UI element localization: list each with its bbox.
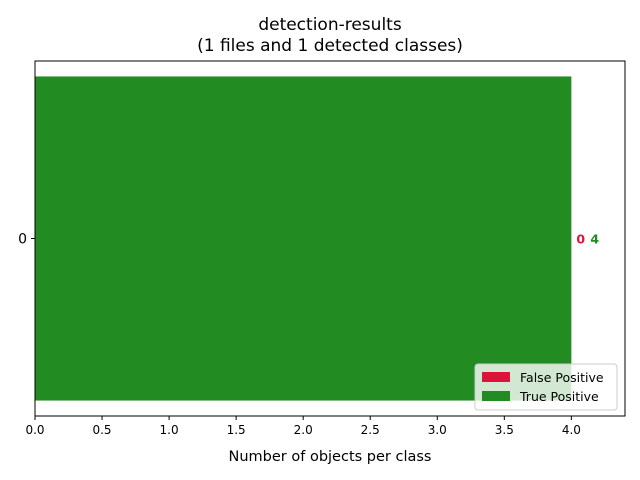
bar-true-positive [35, 76, 572, 401]
x-axis-label: Number of objects per class [229, 449, 432, 465]
chart-subtitle: (1 files and 1 detected classes) [197, 36, 463, 56]
x-tick-label: 3.0 [428, 423, 447, 437]
x-tick-label: 2.0 [294, 423, 313, 437]
y-axis-ticks: 0 [18, 232, 35, 248]
x-tick-label: 1.0 [160, 423, 179, 437]
x-tick-label: 3.5 [495, 423, 514, 437]
y-tick-label: 0 [18, 232, 27, 248]
x-tick-label: 4.0 [562, 423, 581, 437]
legend-swatch [482, 391, 510, 401]
legend-label: False Positive [520, 370, 604, 385]
legend-box [474, 363, 618, 411]
data-label-false-positive: 0 [576, 232, 585, 247]
x-tick-label: 0.0 [25, 423, 44, 437]
legend: False Positive True Positive [474, 363, 618, 411]
legend-swatch [482, 372, 510, 382]
x-tick-label: 0.5 [92, 423, 111, 437]
x-tick-label: 1.5 [227, 423, 246, 437]
bars-layer [35, 76, 572, 401]
x-axis-ticks: 0.0 0.5 1.0 1.5 2.0 2.5 3.0 3.5 4.0 [25, 416, 581, 437]
data-label-true-positive: 4 [590, 232, 599, 247]
legend-label: True Positive [519, 389, 599, 404]
x-tick-label: 2.5 [361, 423, 380, 437]
chart-title: detection-results [258, 15, 402, 35]
